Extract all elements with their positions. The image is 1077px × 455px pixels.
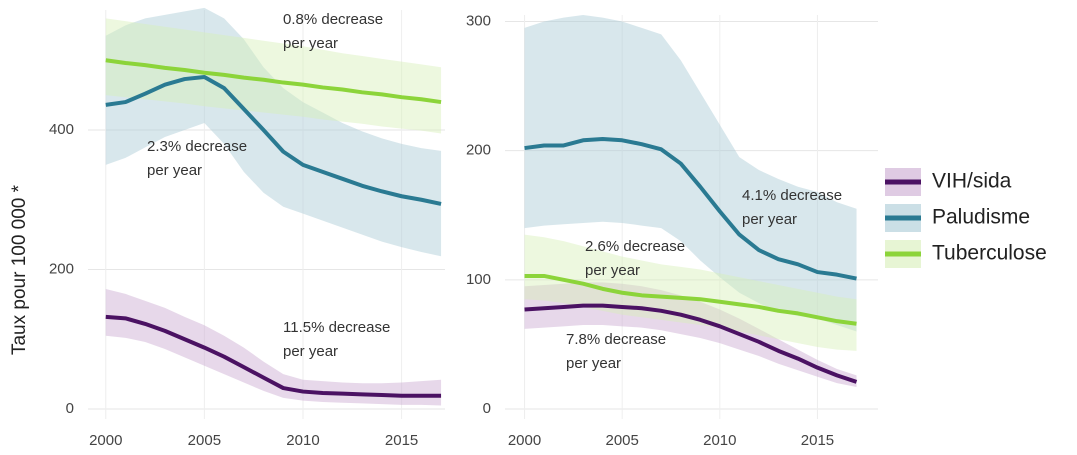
annotation: per year	[585, 262, 640, 279]
line	[105, 314, 442, 398]
line	[105, 74, 442, 206]
y-tick-label: 200	[466, 142, 491, 159]
annotation: per year	[147, 162, 202, 179]
uncertainty-band	[524, 234, 857, 351]
uncertainty-band	[105, 18, 442, 134]
legend-label: Paludisme	[932, 206, 1030, 229]
x-tick-label: 2010	[703, 432, 736, 449]
x-tick-label: 2005	[188, 432, 221, 449]
annotation: 11.5% decrease	[283, 319, 390, 336]
annotation: per year	[742, 211, 797, 228]
x-tick-label: 2010	[286, 432, 319, 449]
annotation: per year	[566, 355, 621, 372]
legend-label: Tuberculose	[932, 242, 1047, 265]
y-tick-label: 400	[49, 121, 74, 138]
annotation: 0.8% decrease	[283, 11, 383, 28]
x-tick-label: 2000	[508, 432, 541, 449]
uncertainty-band	[105, 289, 442, 406]
annotation: 2.6% decrease	[585, 238, 685, 255]
annotation: per year	[283, 35, 338, 52]
x-tick-label: 2015	[801, 432, 834, 449]
annotation: 2.3% decrease	[147, 138, 247, 155]
y-tick-label: 100	[466, 271, 491, 288]
line	[105, 58, 442, 105]
x-tick-label: 2000	[89, 432, 122, 449]
y-tick-label: 200	[49, 260, 74, 277]
y-tick-label: 0	[483, 400, 491, 417]
legend-label: VIH/sida	[932, 170, 1012, 193]
line	[524, 303, 858, 384]
x-tick-label: 2005	[605, 432, 638, 449]
line	[524, 273, 857, 326]
line	[524, 137, 857, 281]
x-tick-label: 2015	[385, 432, 418, 449]
uncertainty-band	[524, 282, 857, 388]
y-axis-label: Taux pour 100 000 *	[9, 184, 30, 355]
annotation: per year	[283, 343, 338, 360]
annotation: 4.1% decrease	[742, 187, 842, 204]
y-tick-label: 0	[66, 400, 74, 417]
annotation: 7.8% decrease	[566, 331, 666, 348]
y-tick-label: 300	[466, 12, 491, 29]
